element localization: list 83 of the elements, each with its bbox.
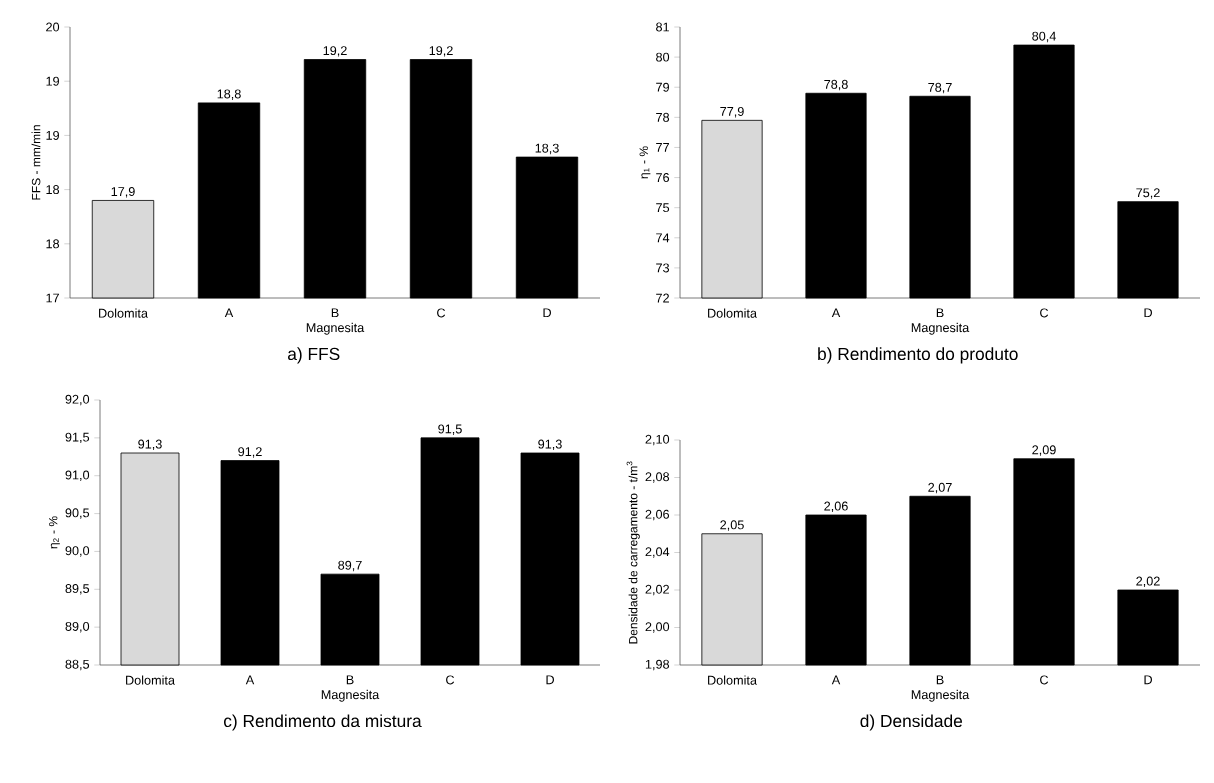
data-label: 2,02 xyxy=(1136,576,1160,588)
y-tick-label: 2,02 xyxy=(645,584,669,596)
x-axis-title: Magnesita xyxy=(911,322,970,335)
y-tick-label: 79 xyxy=(656,82,669,92)
x-tick-label: C xyxy=(446,675,455,685)
y-tick-label: 88,5 xyxy=(65,659,90,671)
x-tick-label: C xyxy=(1040,308,1049,318)
x-tick-label: B xyxy=(346,675,354,685)
y-axis-title: Densidade de carregamento - t/m$^{3}$ xyxy=(626,461,640,644)
y-tick-label: 77 xyxy=(656,143,669,152)
y-axis-title: FFS - mm/min xyxy=(31,125,41,200)
y-tick-label: 20 xyxy=(46,22,60,32)
y-tick-label: 74 xyxy=(656,233,670,243)
x-tick-label: D xyxy=(543,308,551,318)
data-label: 17,9 xyxy=(111,187,135,198)
y-tick-label: 72 xyxy=(656,293,669,303)
x-axis-title: Magnesita xyxy=(911,689,970,702)
data-label: 75,2 xyxy=(1136,188,1160,199)
y-tick-label: 2,08 xyxy=(645,472,670,483)
text: d) Densidade xyxy=(860,714,963,731)
y-tick-label: 19 xyxy=(46,130,59,140)
data-label: 77,9 xyxy=(720,106,744,118)
y-tick-label: 89,5 xyxy=(65,584,90,595)
y-tick-label: 76 xyxy=(656,173,670,183)
data-label: 91,5 xyxy=(438,424,462,435)
data-label: 89,7 xyxy=(338,560,362,572)
y-tick-label: 2,00 xyxy=(645,622,670,633)
y-axis-title: η$_{2}$ - % xyxy=(48,516,60,549)
x-tick-label: B xyxy=(936,675,944,685)
y-tick-label: 91,5 xyxy=(65,432,90,444)
x-axis-title: Magnesita xyxy=(306,322,365,335)
data-label: 78,7 xyxy=(928,82,952,94)
x-axis-title: Magnesita xyxy=(321,689,380,702)
y-tick-label: 18 xyxy=(46,239,60,249)
x-tick-label: D xyxy=(1144,675,1152,685)
x-tick-label: B xyxy=(331,308,339,318)
text: b) Rendimento do produto xyxy=(818,347,1018,364)
y-tick-label: 80 xyxy=(656,52,670,62)
y-tick-label: 90,5 xyxy=(65,508,90,519)
data-label: 2,06 xyxy=(824,501,848,513)
x-tick-label: A xyxy=(224,308,234,318)
data-label: 19,2 xyxy=(323,46,347,57)
y-tick-label: 90,0 xyxy=(65,546,90,557)
x-tick-label: Dolomita xyxy=(99,308,148,318)
y-tick-label: 2,10 xyxy=(645,434,670,446)
y-tick-label: 91,0 xyxy=(65,470,90,481)
x-tick-label: A xyxy=(831,308,841,318)
x-tick-label: A xyxy=(831,675,841,685)
x-tick-label: D xyxy=(1144,308,1152,318)
data-label: 18,8 xyxy=(217,89,241,100)
y-tick-label: 1,98 xyxy=(645,659,670,671)
x-tick-label: B xyxy=(936,308,944,318)
data-label: 91,3 xyxy=(138,439,162,451)
y-tick-label: 19 xyxy=(46,76,59,86)
data-label: 2,05 xyxy=(720,520,744,531)
y-tick-label: 73 xyxy=(656,263,670,273)
y-tick-label: 75 xyxy=(656,203,670,213)
data-label: 2,07 xyxy=(928,482,952,494)
text: a) FFS xyxy=(288,347,340,364)
y-tick-label: 17 xyxy=(46,293,59,303)
x-tick-label: Dolomita xyxy=(708,308,757,318)
data-label: 2,09 xyxy=(1032,445,1056,456)
x-tick-label: C xyxy=(437,308,446,318)
data-label: 18,3 xyxy=(535,143,559,155)
y-tick-label: 2,04 xyxy=(645,547,670,558)
data-label: 91,2 xyxy=(238,447,262,458)
x-tick-label: D xyxy=(546,675,554,685)
y-tick-label: 92,0 xyxy=(65,394,90,406)
text: c) Rendimento da mistura xyxy=(223,714,422,731)
y-tick-label: 18 xyxy=(46,185,60,195)
x-tick-label: C xyxy=(1040,675,1049,685)
data-label: 19,2 xyxy=(429,46,453,57)
data-label: 80,4 xyxy=(1032,31,1056,43)
x-tick-label: A xyxy=(245,675,255,685)
data-label: 91,3 xyxy=(538,439,562,451)
y-tick-label: 89,0 xyxy=(65,621,90,633)
data-label: 78,8 xyxy=(824,79,848,91)
x-tick-label: Dolomita xyxy=(126,675,175,685)
y-axis-title: η$_{1}$ - % xyxy=(639,146,651,179)
y-tick-label: 81 xyxy=(656,22,669,32)
x-tick-label: Dolomita xyxy=(708,675,757,685)
y-tick-label: 2,06 xyxy=(645,509,670,521)
y-tick-label: 78 xyxy=(656,112,670,122)
